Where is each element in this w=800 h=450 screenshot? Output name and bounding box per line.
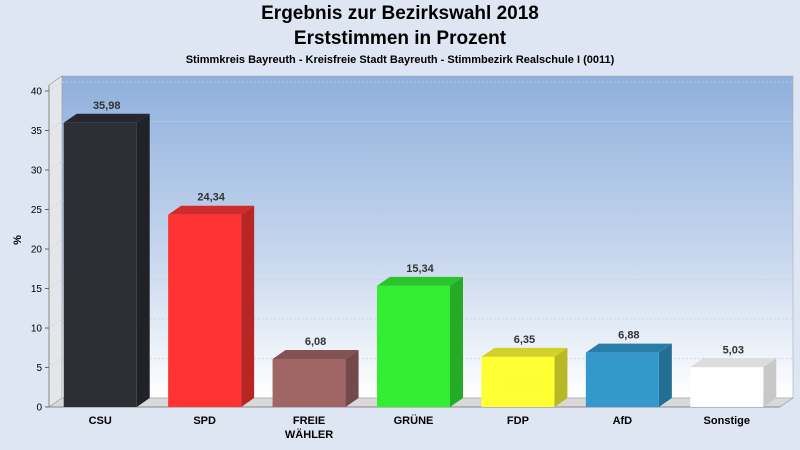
bar-front [63,122,137,408]
value-label: 35,98 [93,100,121,112]
chart-subtitle: Erststimmen in Prozent [293,28,507,49]
gridline [48,200,793,210]
bar-side [658,343,672,407]
gridline [48,121,793,131]
y-tick-label: 35 [31,126,43,137]
y-axis-ticks: 0 5 10 15 20 25 30 35 40 [31,87,49,414]
bar [481,347,568,407]
gridline [48,279,793,289]
y-tick-label: 10 [31,324,43,335]
bar-side [345,349,359,407]
category-label: FDP [507,415,529,427]
category-labels: CSU SPD FREIE WÄHLER GRÜNE FDP AfD Sonstige [89,414,750,441]
bar-side [450,276,463,407]
value-label: 15,34 [406,263,434,275]
bar [690,358,777,407]
gridline [48,318,793,329]
bar-front [690,367,764,407]
chart-title: Ergebnis zur Bezirkswahl 2018 [261,3,539,24]
category-label: CSU [89,415,112,427]
bar-side [241,205,255,407]
bar-top [690,358,777,368]
y-tick-label: 30 [31,166,43,177]
category-label: GRÜNE [394,414,434,427]
bar-top [168,205,255,215]
category-label: AfD [613,415,633,427]
y-tick-label: 5 [36,363,42,374]
bar [63,113,150,408]
gridlines [48,81,793,368]
value-label: 6,35 [514,334,535,346]
bar [272,349,359,407]
bar-front [272,358,346,407]
category-label: FREIE WÄHLER [285,415,333,441]
gridline [48,358,793,368]
bar-top [377,276,463,286]
value-label: 24,34 [197,192,225,204]
category-label: Sonstige [704,415,750,427]
bar-top [63,113,150,123]
bar-front [481,356,555,407]
bar-front [377,285,450,407]
y-tick-label: 15 [31,284,43,295]
bar-side [554,347,568,407]
gridline [48,160,793,171]
y-axis-label: % [12,235,24,245]
bar-front [168,214,242,407]
bars [63,113,777,408]
bar [377,276,463,407]
value-labels: 35,98 24,34 6,08 15,34 6,35 6,88 5,03 [93,100,744,357]
bar [168,205,255,407]
value-label: 6,08 [305,336,326,348]
value-label: 5,03 [723,344,744,356]
bar-side [136,113,150,408]
category-label: SPD [193,415,216,427]
bar-top [585,343,672,353]
y-tick-label: 25 [31,205,43,216]
y-tick-label: 20 [31,245,43,256]
y-tick-label: 0 [36,403,42,414]
chart-caption: Stimmkreis Bayreuth - Kreisfreie Stadt B… [185,54,615,66]
bar-top [272,349,359,359]
gridline [48,81,793,92]
value-label: 6,88 [618,330,639,342]
gridline [48,239,793,250]
bar-side [763,358,777,407]
bar-front [585,352,659,407]
y-tick-label: 40 [31,87,43,98]
bar-top [481,347,568,357]
bar [585,343,672,407]
